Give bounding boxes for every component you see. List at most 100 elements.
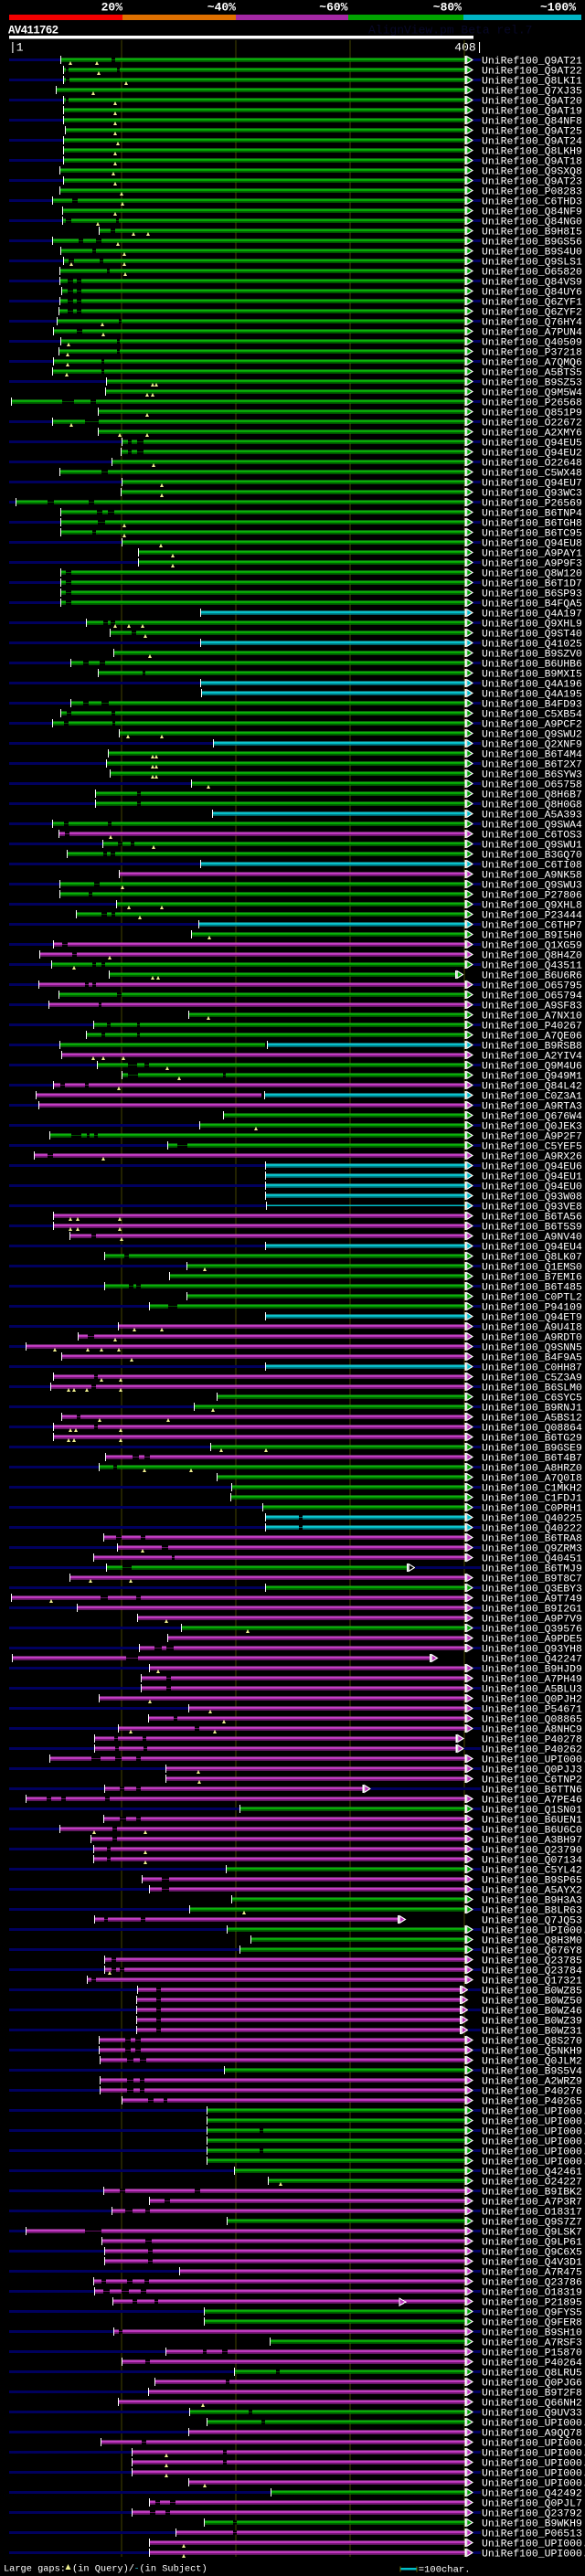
svg-text:UniRef100_B6U6C0: UniRef100_B6U6C0 [482,1825,582,1837]
svg-text:UniRef100_Q23786: UniRef100_Q23786 [482,2277,582,2289]
svg-text:UniRef100_Q9SWU1: UniRef100_Q9SWU1 [482,840,582,852]
svg-text:UniRef100_B6TG29: UniRef100_B6TG29 [482,1433,582,1445]
svg-text:UniRef100_Q40509: UniRef100_Q40509 [482,337,582,349]
svg-text:UniRef100_Q23785: UniRef100_Q23785 [482,1956,582,1967]
svg-text:UniRef100_P40278: UniRef100_P40278 [482,1734,582,1746]
svg-text:UniRef100_A2WRZ9: UniRef100_A2WRZ9 [482,2076,582,2088]
svg-text:UniRef100_UPI000..: UniRef100_UPI000.. [482,1925,585,1937]
svg-text:UniRef100_B9H3A3: UniRef100_B9H3A3 [482,1895,582,1907]
svg-text:UniRef100_P06513: UniRef100_P06513 [482,2528,582,2540]
svg-text:UniRef100_Q94EU0: UniRef100_Q94EU0 [482,1182,582,1193]
svg-text:UniRef100_UPI000..: UniRef100_UPI000.. [482,2116,585,2128]
svg-text:UniRef100_Q9SXQ8: UniRef100_Q9SXQ8 [482,166,582,178]
svg-text:UniRef100_Q8LKI1: UniRef100_Q8LKI1 [482,76,582,88]
svg-text:UniRef100_Q9XHL8: UniRef100_Q9XHL8 [482,900,582,912]
svg-text:UniRef100_Q40225: UniRef100_Q40225 [482,1513,582,1525]
svg-text:UniRef100_B6SYW3: UniRef100_B6SYW3 [482,769,582,781]
svg-text:UniRef100_B6T4B7: UniRef100_B6T4B7 [482,1453,582,1465]
svg-text:20%: 20% [101,1,123,15]
svg-text:UniRef100_Q9SWU3: UniRef100_Q9SWU3 [482,880,582,892]
svg-text:UniRef100_Q4A195: UniRef100_Q4A195 [482,689,582,701]
svg-text:UniRef100_B9S4U0: UniRef100_B9S4U0 [482,247,582,259]
svg-text:UniRef100_B9T8C7: UniRef100_B9T8C7 [482,1574,582,1585]
svg-text:UniRef100_B9WKH9: UniRef100_B9WKH9 [482,2518,582,2530]
svg-text:UniRef100_UPI000..: UniRef100_UPI000.. [482,2147,585,2158]
svg-text:UniRef100_B9SZV0: UniRef100_B9SZV0 [482,649,582,661]
svg-text:UniRef100_A8NHC9: UniRef100_A8NHC9 [482,1724,582,1736]
svg-text:UniRef100_Q9LSK7: UniRef100_Q9LSK7 [482,2227,582,2239]
svg-text:UniRef100_O18319: UniRef100_O18319 [482,2287,582,2299]
svg-text:UniRef100_B9I5H0: UniRef100_B9I5H0 [482,930,582,942]
svg-text:UniRef100_Q9S7Z7: UniRef100_Q9S7Z7 [482,2217,582,2229]
svg-text:UniRef100_B9SH10: UniRef100_B9SH10 [482,2327,582,2339]
svg-text:UniRef100_Q84L42: UniRef100_Q84L42 [482,1081,582,1093]
svg-text:UniRef100_Q94EU1: UniRef100_Q94EU1 [482,1171,582,1183]
svg-text:UniRef100_B0WZ31: UniRef100_B0WZ31 [482,2026,582,2038]
svg-text:408|: 408| [454,41,483,55]
svg-text:UniRef100_A9PCF2: UniRef100_A9PCF2 [482,719,582,731]
svg-text:-: - [134,2564,140,2575]
svg-text:UniRef100_Q6ZYF1: UniRef100_Q6ZYF1 [482,297,582,309]
svg-text:UniRef100_O65820: UniRef100_O65820 [482,267,582,279]
svg-text:UniRef100_Q9ST40: UniRef100_Q9ST40 [482,629,582,641]
svg-text:UniRef100_B0WZ46: UniRef100_B0WZ46 [482,2006,582,2018]
svg-text:UniRef100_A2YIV4: UniRef100_A2YIV4 [482,1051,582,1063]
svg-text:UniRef100_A5BTS5: UniRef100_A5BTS5 [482,367,582,379]
svg-text:UniRef100_B9S5V4: UniRef100_B9S5V4 [482,2066,582,2078]
svg-text:UniRef100_C0Z3A1: UniRef100_C0Z3A1 [482,1091,582,1103]
svg-text:UniRef100_A9RTA3: UniRef100_A9RTA3 [482,1101,582,1113]
svg-text:UniRef100_B6TNP4: UniRef100_B6TNP4 [482,508,582,520]
svg-text:UniRef100_B4F9A5: UniRef100_B4F9A5 [482,1352,582,1364]
svg-text:UniRef100_Q94EU2: UniRef100_Q94EU2 [482,448,582,460]
svg-text:UniRef100_Q9SNN5: UniRef100_Q9SNN5 [482,1342,582,1354]
svg-text:UniRef100_Q43511: UniRef100_Q43511 [482,960,582,972]
svg-text:UniRef100_UPI000..: UniRef100_UPI000.. [482,2458,585,2470]
svg-text:UniRef100_Q9AT23: UniRef100_Q9AT23 [482,176,582,188]
svg-text:UniRef100_UPI000..: UniRef100_UPI000.. [482,2549,585,2560]
svg-text:UniRef100_C5Z3A9: UniRef100_C5Z3A9 [482,1373,582,1384]
svg-text:UniRef100_B9GSE9: UniRef100_B9GSE9 [482,1443,582,1455]
svg-text:UniRef100_B6SLM0: UniRef100_B6SLM0 [482,1383,582,1394]
svg-text:UniRef100_A9PDE5: UniRef100_A9PDE5 [482,1634,582,1646]
svg-text:UniRef100_A2XMY6: UniRef100_A2XMY6 [482,428,582,440]
svg-text:UniRef100_P26568: UniRef100_P26568 [482,398,582,409]
svg-text:UniRef100_Q5NKH9: UniRef100_Q5NKH9 [482,2046,582,2058]
svg-text:UniRef100_C1MKH2: UniRef100_C1MKH2 [482,1483,582,1495]
svg-text:UniRef100_A7QE06: UniRef100_A7QE06 [482,1031,582,1043]
svg-text:AlignView.pm Beta rel.7: AlignView.pm Beta rel.7 [368,24,532,37]
svg-text:UniRef100_A7NX10: UniRef100_A7NX10 [482,1011,582,1023]
svg-text:UniRef100_Q8LRU5: UniRef100_Q8LRU5 [482,2368,582,2380]
svg-text:UniRef100_Q66NH2: UniRef100_Q66NH2 [482,2398,582,2410]
svg-text:UniRef100_Q8W120: UniRef100_Q8W120 [482,568,582,580]
svg-text:UniRef100_C5XB54: UniRef100_C5XB54 [482,709,582,721]
svg-text:|1: |1 [9,41,24,55]
svg-text:UniRef100_A8HRZ0: UniRef100_A8HRZ0 [482,1463,582,1475]
svg-text:UniRef100_Q676W4: UniRef100_Q676W4 [482,1111,582,1123]
svg-text:UniRef100_Q9SWA4: UniRef100_Q9SWA4 [482,820,582,832]
svg-text:UniRef100_B6TMJ9: UniRef100_B6TMJ9 [482,1564,582,1575]
svg-text:UniRef100_B6T5S9: UniRef100_B6T5S9 [482,1222,582,1234]
svg-text:UniRef100_O24227: UniRef100_O24227 [482,2177,582,2189]
svg-text:UniRef100_A3BH97: UniRef100_A3BH97 [482,1835,582,1847]
svg-text:UniRef100_A5BLU3: UniRef100_A5BLU3 [482,1684,582,1696]
svg-text:UniRef100_Q08865: UniRef100_Q08865 [482,1714,582,1726]
svg-text:UniRef100_Q0JLM2: UniRef100_Q0JLM2 [482,2056,582,2068]
svg-text:UniRef100_Q93WC3: UniRef100_Q93WC3 [482,488,582,500]
svg-text:UniRef100_C0HH87: UniRef100_C0HH87 [482,1362,582,1374]
svg-text:UniRef100_B9RNJ1: UniRef100_B9RNJ1 [482,1403,582,1415]
svg-text:UniRef100_B6T2X7: UniRef100_B6T2X7 [482,759,582,771]
svg-text:UniRef100_Q23784: UniRef100_Q23784 [482,1966,582,1977]
svg-text:UniRef100_Q0JEK3: UniRef100_Q0JEK3 [482,1121,582,1133]
svg-text:UniRef100_Q42247: UniRef100_Q42247 [482,1654,582,1666]
svg-text:UniRef100_Q23790: UniRef100_Q23790 [482,1845,582,1857]
svg-text:UniRef100_A7R475: UniRef100_A7R475 [482,2267,582,2279]
svg-text:UniRef100_B6TTN6: UniRef100_B6TTN6 [482,1785,582,1797]
svg-text:UniRef100_Q0PJG6: UniRef100_Q0PJG6 [482,2378,582,2390]
svg-text:UniRef100_C6TI08: UniRef100_C6TI08 [482,860,582,872]
svg-text:UniRef100_A9SF83: UniRef100_A9SF83 [482,1001,582,1012]
svg-text:UniRef100_B6SP93: UniRef100_B6SP93 [482,588,582,600]
svg-text:~80%: ~80% [433,1,462,15]
svg-text:UniRef100_C6TOS3: UniRef100_C6TOS3 [482,830,582,842]
svg-text:UniRef100_B6TRA8: UniRef100_B6TRA8 [482,1533,582,1545]
svg-text:~40%: ~40% [207,1,236,15]
